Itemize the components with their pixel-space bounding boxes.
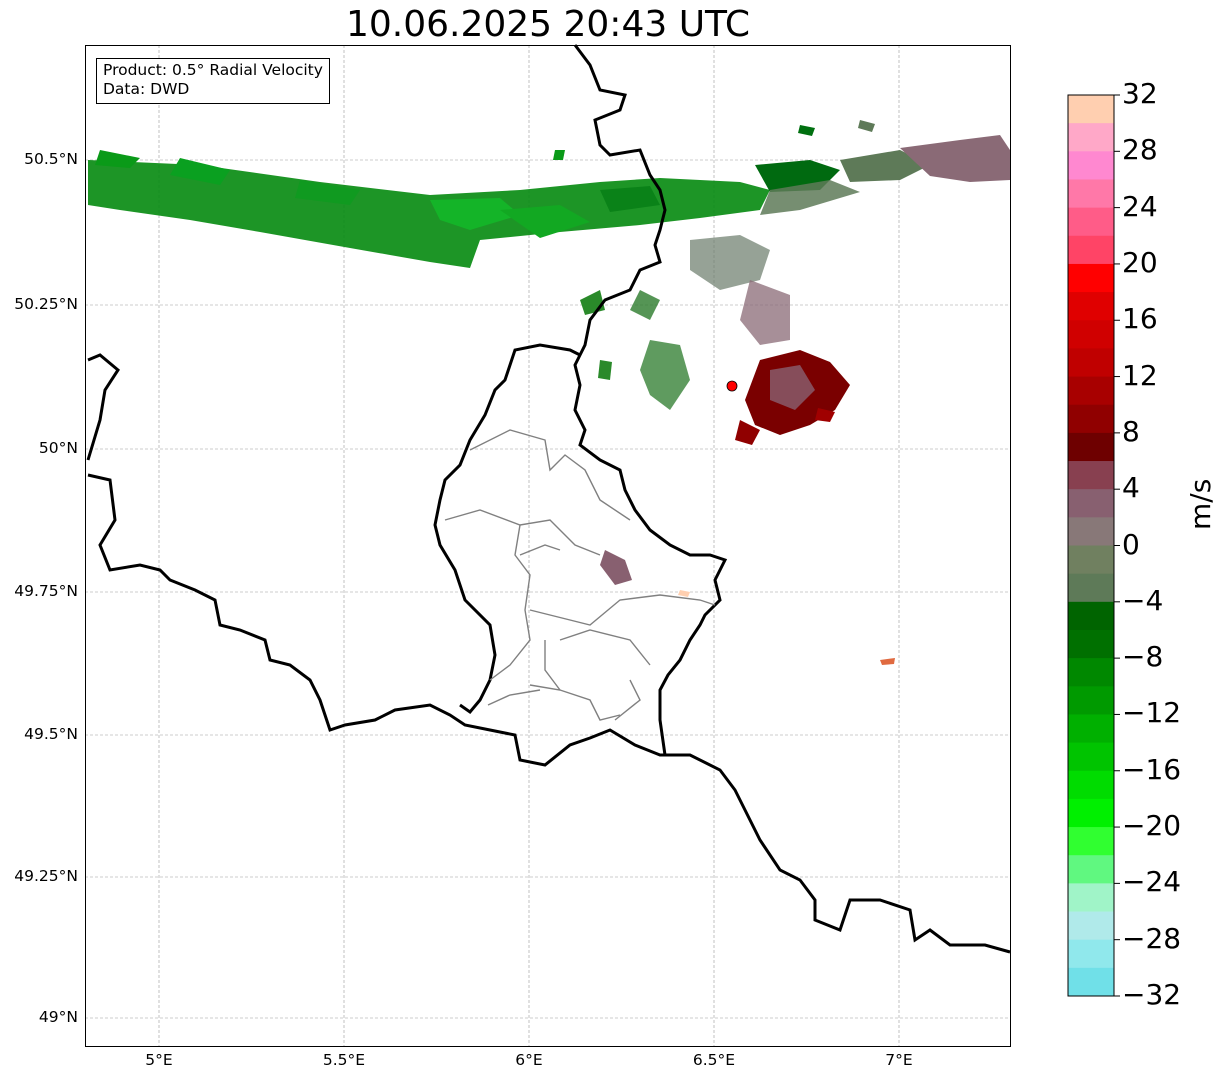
colorbar-segment: [1068, 686, 1114, 715]
border-france-south: [87, 473, 1011, 954]
lat-tick-label: 49°N: [38, 1008, 78, 1026]
colorbar-segment: [1068, 461, 1114, 490]
lon-tick-label: 7°E: [885, 1051, 913, 1069]
colorbar-unit-label: m/s: [1184, 478, 1217, 530]
colorbar-segment: [1068, 573, 1114, 603]
lat-tick-label: 50°N: [38, 439, 78, 457]
colorbar-tick-label: −8: [1122, 640, 1164, 674]
colorbar-tick-label: −16: [1122, 752, 1182, 786]
colorbar-segment: [1068, 489, 1114, 518]
border-belgium-germany: [573, 44, 728, 756]
colorbar-segment: [1068, 855, 1114, 884]
radar-echoes: [88, 120, 1010, 665]
colorbar-segment: [1068, 235, 1114, 265]
colorbar-tick-label: 20: [1122, 245, 1158, 279]
product-info-box: Product: 0.5° Radial Velocity Data: DWD: [96, 58, 330, 104]
colorbar-segment: [1068, 939, 1114, 969]
colorbar-segment: [1068, 798, 1114, 828]
border-luxembourg-belgium: [433, 343, 581, 715]
colorbar-segment: [1068, 95, 1114, 124]
colorbar-tick-label: 4: [1122, 471, 1140, 505]
lat-tick-label: 49.75°N: [14, 582, 78, 600]
map-title: 10.06.2025 20:43 UTC: [345, 4, 751, 45]
colorbar-segment: [1068, 263, 1114, 293]
near-radar-echoes: [580, 235, 895, 665]
colorbar-tick-label: −4: [1122, 583, 1164, 617]
colorbar-segment: [1068, 404, 1114, 434]
colorbar-segment: [1068, 770, 1114, 800]
colorbar-segment: [1068, 629, 1114, 659]
colorbar-segment: [1068, 517, 1114, 546]
colorbar-tick-label: 16: [1122, 302, 1158, 336]
colorbar-tick-label: −12: [1122, 696, 1182, 730]
lon-tick-label: 5.5°E: [322, 1051, 366, 1069]
lon-tick-label: 6°E: [515, 1051, 543, 1069]
colorbar-segment: [1068, 320, 1114, 349]
country-borders: [86, 44, 1011, 954]
colorbar: [1067, 94, 1120, 997]
colorbar-tick-label: 12: [1122, 358, 1158, 392]
colorbar-segment: [1068, 123, 1114, 152]
colorbar-segment: [1068, 545, 1114, 575]
lat-tick-label: 49.25°N: [14, 867, 78, 885]
luxembourg-cantons: [444, 429, 716, 721]
colorbar-tick-label: 24: [1122, 189, 1158, 223]
colorbar-segment: [1068, 432, 1114, 462]
colorbar-tick-label: −24: [1122, 865, 1182, 899]
border-west: [86, 353, 120, 461]
colorbar-segment: [1068, 967, 1114, 997]
lat-tick-label: 50.5°N: [24, 150, 78, 168]
colorbar-tick-label: −28: [1122, 921, 1182, 955]
lat-tick-label: 49.5°N: [24, 725, 78, 743]
product-label: Product: 0.5° Radial Velocity: [103, 61, 323, 79]
data-source-label: Data: DWD: [103, 80, 190, 98]
colorbar-segment: [1068, 179, 1114, 209]
colorbar-segment: [1068, 601, 1114, 631]
lat-tick-label: 50.25°N: [14, 295, 78, 313]
colorbar-segment: [1068, 207, 1114, 237]
colorbar-segment: [1068, 827, 1114, 856]
colorbar-segment: [1068, 883, 1114, 913]
colorbar-tick-label: 8: [1122, 414, 1140, 448]
radar-site-marker: [726, 380, 738, 392]
colorbar-segment: [1068, 911, 1114, 941]
colorbar-tick-label: −32: [1122, 978, 1182, 1011]
colorbar-segment: [1068, 658, 1114, 687]
lon-tick-label: 5°E: [145, 1051, 173, 1069]
colorbar-tick-label: 28: [1122, 133, 1158, 167]
colorbar-segment: [1068, 742, 1114, 772]
lon-tick-label: 6.5°E: [692, 1051, 736, 1069]
colorbar-tick-label: 32: [1122, 77, 1158, 110]
colorbar-segment: [1068, 151, 1114, 180]
map-frame: [85, 45, 1011, 1047]
colorbar-segment: [1068, 714, 1114, 744]
colorbar-segment: [1068, 292, 1114, 321]
inbound-velocity-band: [88, 120, 1010, 268]
colorbar-segment: [1068, 376, 1114, 406]
colorbar-segment: [1068, 348, 1114, 378]
outbound-velocity-cluster: [735, 350, 850, 445]
colorbar-tick-label: −20: [1122, 809, 1182, 843]
colorbar-tick-label: 0: [1122, 527, 1140, 561]
